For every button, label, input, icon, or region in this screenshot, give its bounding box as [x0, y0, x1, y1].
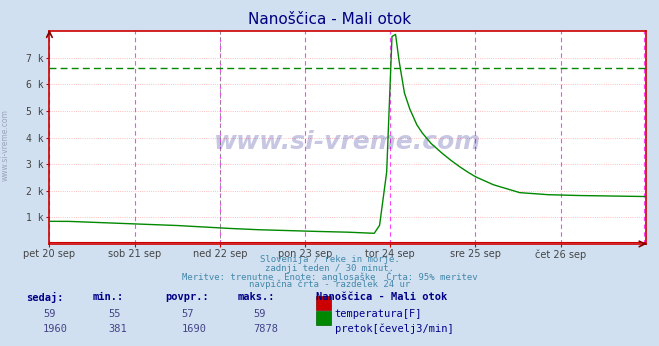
Text: pretok[čevelj3/min]: pretok[čevelj3/min] — [335, 324, 453, 334]
Text: navpična črta - razdelek 24 ur: navpična črta - razdelek 24 ur — [249, 280, 410, 289]
Text: www.si-vreme.com: www.si-vreme.com — [214, 130, 481, 154]
Text: Nanoščica - Mali otok: Nanoščica - Mali otok — [316, 292, 447, 302]
Text: 59: 59 — [254, 309, 266, 319]
Text: 1690: 1690 — [181, 324, 206, 334]
Text: temperatura[F]: temperatura[F] — [335, 309, 422, 319]
Text: 59: 59 — [43, 309, 55, 319]
Text: Slovenija / reke in morje.: Slovenija / reke in morje. — [260, 255, 399, 264]
Text: Nanoščica - Mali otok: Nanoščica - Mali otok — [248, 12, 411, 27]
Text: 1960: 1960 — [43, 324, 68, 334]
Text: zadnji teden / 30 minut.: zadnji teden / 30 minut. — [265, 264, 394, 273]
Text: 381: 381 — [109, 324, 127, 334]
Text: sedaj:: sedaj: — [26, 292, 64, 303]
Text: maks.:: maks.: — [237, 292, 275, 302]
Text: min.:: min.: — [92, 292, 123, 302]
Text: povpr.:: povpr.: — [165, 292, 208, 302]
Text: 57: 57 — [181, 309, 194, 319]
Text: www.si-vreme.com: www.si-vreme.com — [1, 109, 10, 181]
Text: 55: 55 — [109, 309, 121, 319]
Text: 7878: 7878 — [254, 324, 279, 334]
Text: Meritve: trenutne  Enote: anglosaške  Črta: 95% meritev: Meritve: trenutne Enote: anglosaške Črta… — [182, 272, 477, 282]
